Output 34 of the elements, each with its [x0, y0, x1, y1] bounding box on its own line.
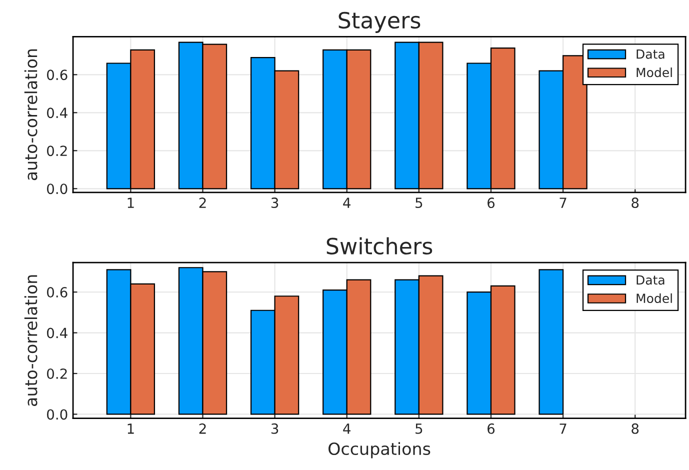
chart-title: Switchers: [326, 237, 432, 255]
x-tick-label: 4: [343, 198, 351, 208]
bar: [538, 269, 564, 415]
legend-label: Model: [636, 293, 672, 304]
x-tick-label: 1: [128, 198, 134, 208]
legend-label: Data: [636, 275, 664, 285]
y-tick-label: 0.4: [47, 108, 68, 118]
x-axis-title: Occupations: [328, 442, 430, 458]
x-tick-label: 6: [488, 198, 495, 208]
x-tick-label: 2: [199, 198, 206, 208]
y-tick-label: 0.4: [47, 328, 68, 338]
x-tick-label: 5: [416, 198, 422, 208]
x-tick-label: 4: [343, 424, 351, 434]
legend-label: Model: [636, 68, 672, 78]
x-tick-label: 5: [416, 424, 422, 434]
x-tick-label: 1: [128, 424, 134, 434]
y-tick-label: 0.6: [47, 70, 68, 80]
legend-label: Data: [636, 50, 664, 59]
x-tick-label: 7: [560, 424, 566, 434]
y-tick-label: 0.0: [47, 184, 68, 194]
x-tick-label: 2: [199, 423, 206, 434]
x-tick-label: 8: [632, 423, 639, 434]
y-axis-title: auto-correlation: [24, 275, 38, 406]
x-tick-label: 8: [632, 198, 639, 208]
x-tick-label: 3: [271, 198, 278, 208]
y-tick-label: 0.2: [47, 368, 67, 379]
x-tick-label: 7: [560, 198, 566, 208]
y-tick-label: 0.2: [47, 146, 67, 156]
x-tick-label: 6: [488, 423, 495, 434]
chart-title: Stayers: [338, 12, 420, 33]
y-axis-title: auto-correlation: [24, 49, 38, 180]
y-tick-label: 0.6: [47, 287, 68, 298]
y-tick-label: 0.0: [47, 409, 68, 420]
x-tick-label: 3: [271, 423, 278, 434]
